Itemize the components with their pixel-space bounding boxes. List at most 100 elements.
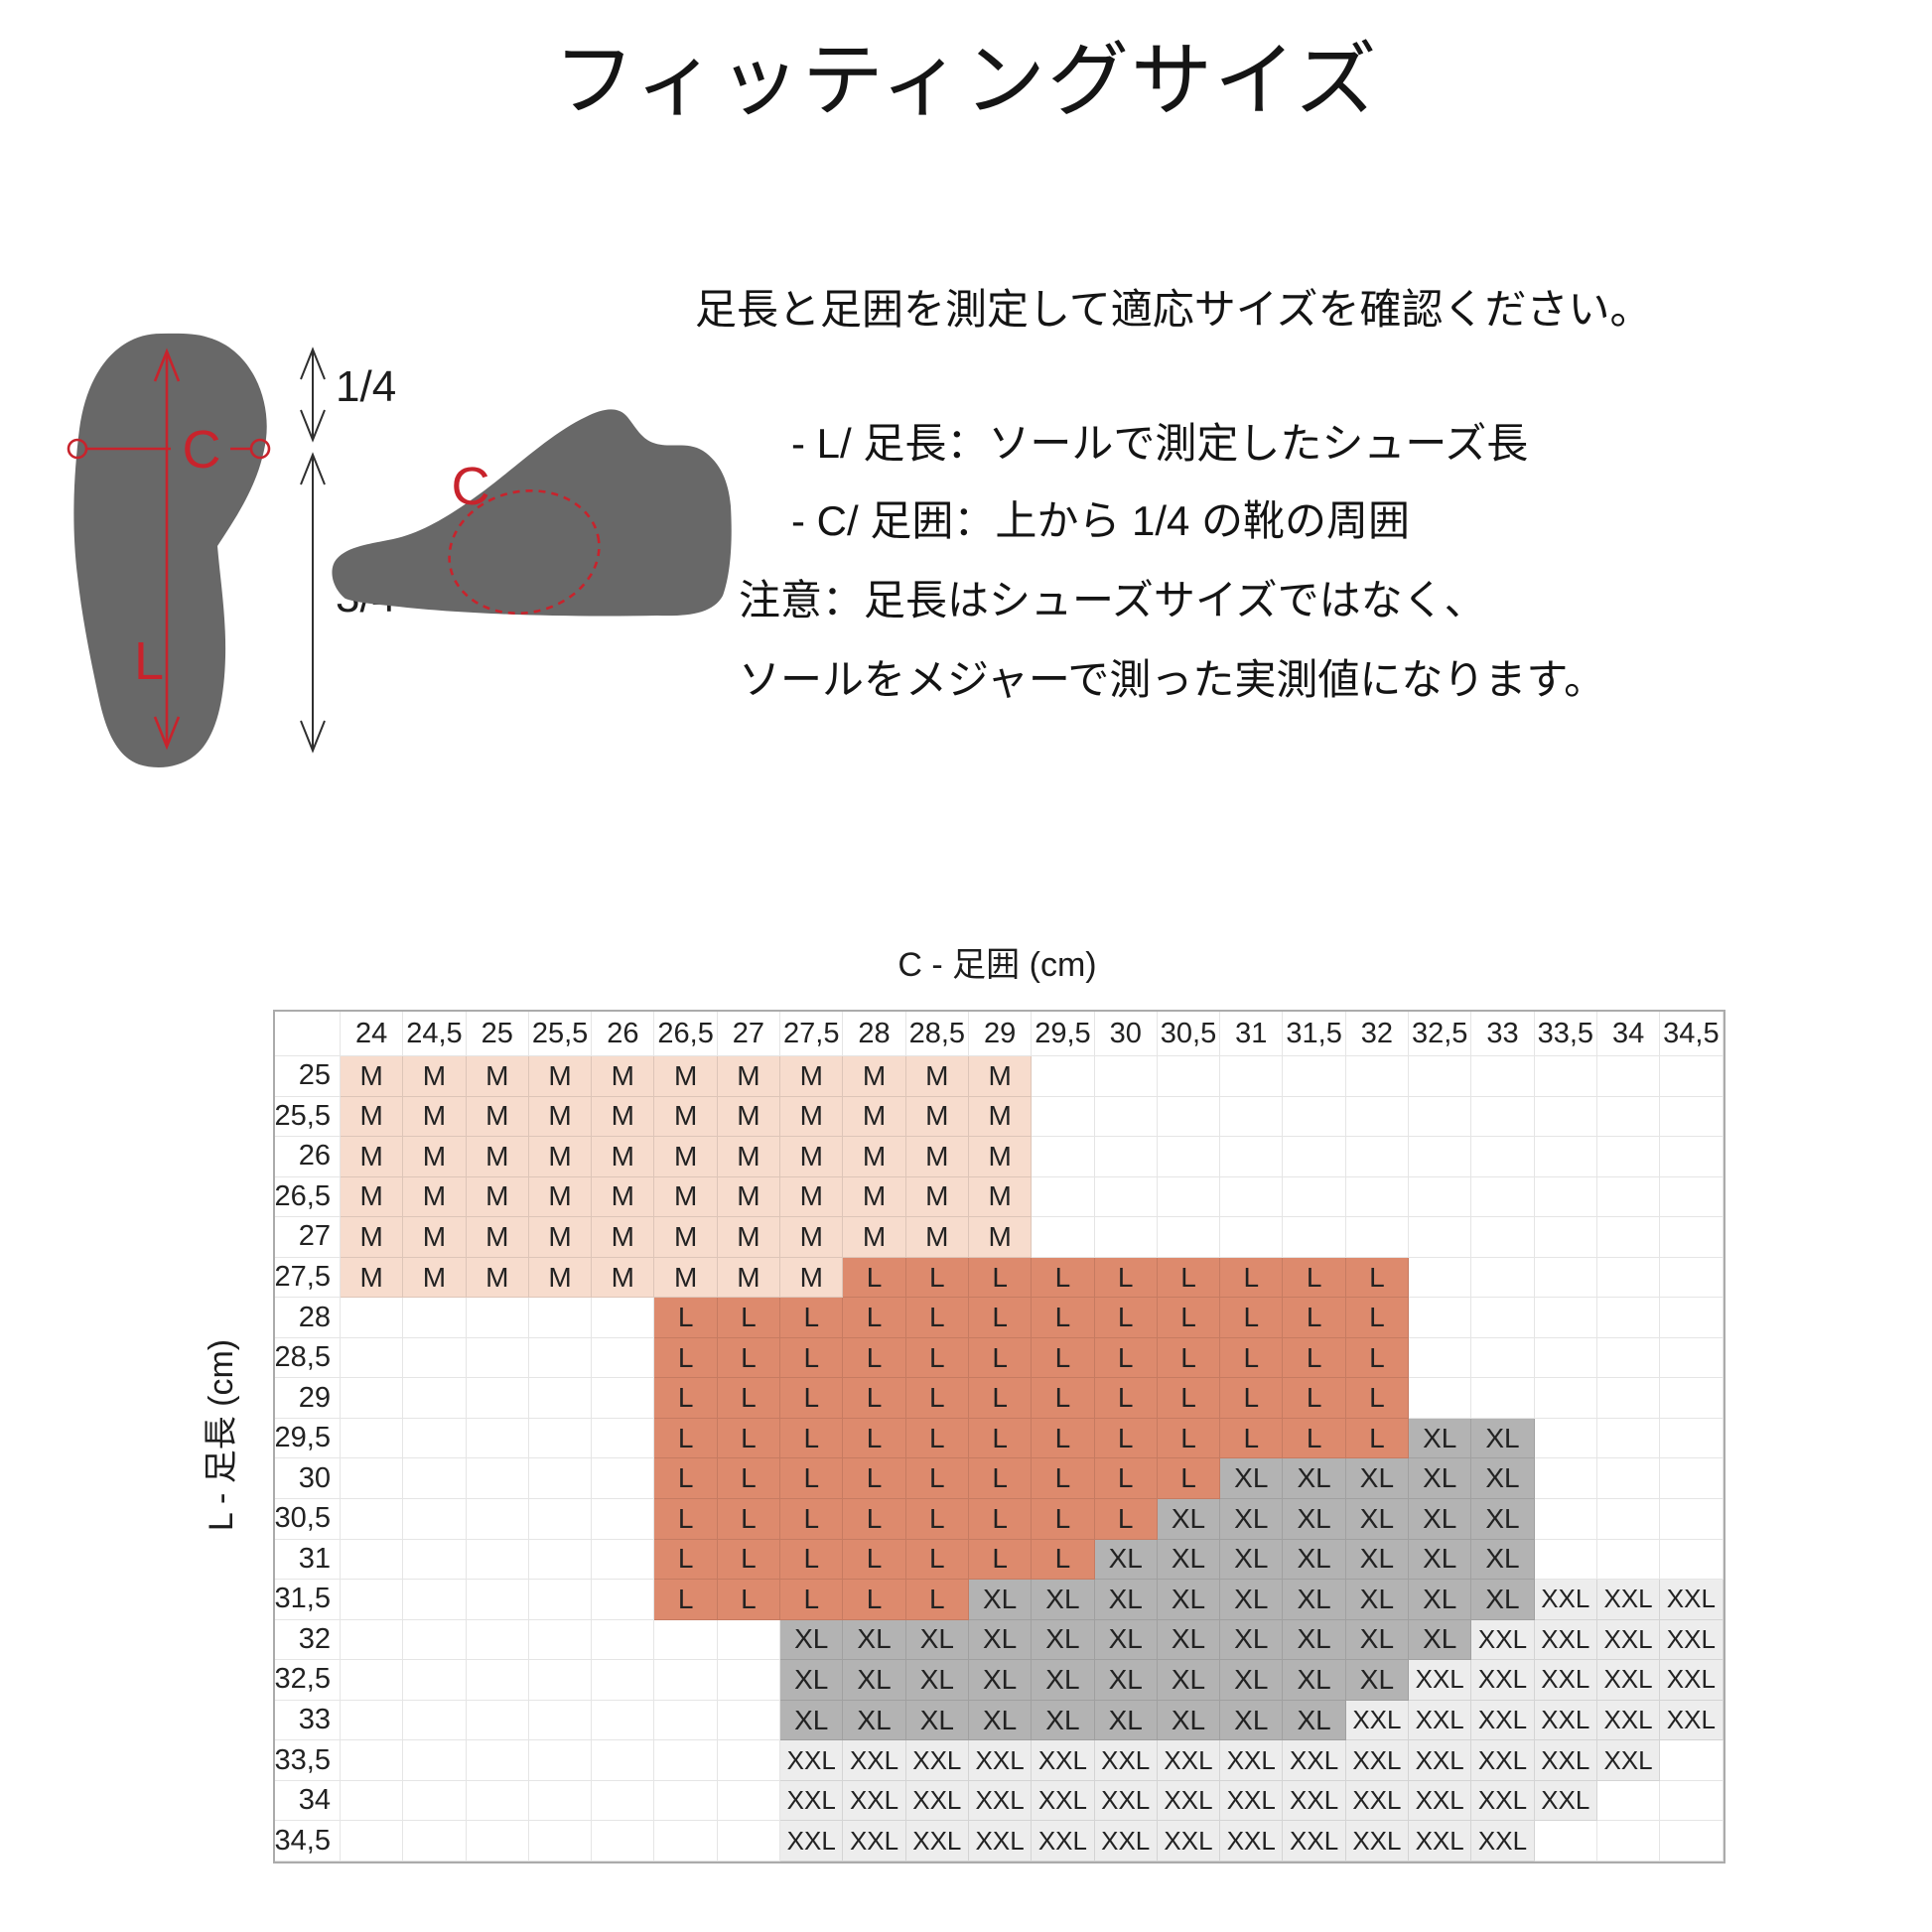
size-cell xyxy=(592,1298,655,1338)
size-cell: M xyxy=(592,1176,655,1218)
size-cell: L xyxy=(843,1539,906,1581)
size-cell: M xyxy=(843,1217,906,1258)
size-cell xyxy=(341,1298,404,1338)
size-cell xyxy=(1471,1096,1535,1138)
col-header: 33 xyxy=(1471,1012,1535,1056)
col-header: 25 xyxy=(466,1012,529,1056)
measurement-diagram: L C 1/4 3/4 C xyxy=(67,333,732,767)
size-cell: XXL xyxy=(1283,1780,1346,1822)
instruction-intro: 足長と足囲を測定して適応サイズを確認ください。 xyxy=(695,286,1652,333)
size-cell: M xyxy=(403,1137,467,1177)
col-header: 25,5 xyxy=(528,1012,593,1056)
size-cell: L xyxy=(905,1418,969,1459)
col-header: 30,5 xyxy=(1157,1012,1221,1056)
size-cell xyxy=(592,1700,655,1741)
col-header: 32 xyxy=(1345,1012,1410,1056)
size-cell: XL xyxy=(1283,1499,1346,1540)
size-cell: M xyxy=(843,1176,906,1218)
size-cell: L xyxy=(843,1499,906,1540)
size-cell xyxy=(1534,1499,1597,1540)
size-cell xyxy=(1032,1176,1095,1218)
instruction-girth: - C/ 足囲：上から 1/4 の靴の周囲 xyxy=(791,497,1411,544)
size-cell: XXL xyxy=(1345,1821,1410,1862)
size-cell: L xyxy=(905,1378,969,1419)
size-cell: M xyxy=(905,1096,969,1138)
size-cell xyxy=(1534,1298,1597,1338)
size-cell: L xyxy=(843,1378,906,1419)
size-cell xyxy=(1534,1257,1597,1299)
size-cell: L xyxy=(843,1337,906,1379)
size-cell: XL xyxy=(1471,1418,1535,1459)
size-cell: L xyxy=(905,1580,969,1620)
size-cell: XL xyxy=(1471,1458,1535,1500)
size-cell: L xyxy=(1157,1458,1221,1500)
column-axis-title: C - 足囲 (cm) xyxy=(897,946,1097,984)
size-cell: L xyxy=(1157,1257,1221,1299)
size-cell: M xyxy=(592,1137,655,1177)
size-cell xyxy=(341,1619,404,1661)
size-cell: M xyxy=(717,1257,781,1299)
size-cell xyxy=(1094,1137,1158,1177)
size-cell xyxy=(717,1740,781,1781)
size-cell: XL xyxy=(1409,1539,1472,1581)
size-cell: XL xyxy=(1157,1660,1221,1701)
size-cell xyxy=(1660,1056,1724,1097)
size-cell xyxy=(654,1740,718,1781)
col-header: 31 xyxy=(1220,1012,1284,1056)
row-header: 30 xyxy=(275,1458,341,1500)
col-header: 26 xyxy=(592,1012,655,1056)
size-cell xyxy=(1660,1257,1724,1299)
size-cell xyxy=(1094,1096,1158,1138)
size-cell xyxy=(1596,1378,1661,1419)
size-cell: XL xyxy=(1157,1539,1221,1581)
size-cell xyxy=(1660,1499,1724,1540)
instruction-length: - L/ 足長：ソールで測定したシューズ長 xyxy=(791,420,1529,467)
size-cell: M xyxy=(780,1056,844,1097)
size-cell: L xyxy=(1283,1378,1346,1419)
size-cell: M xyxy=(968,1056,1033,1097)
size-cell xyxy=(341,1780,404,1822)
size-cell: M xyxy=(592,1056,655,1097)
size-cell: XXL xyxy=(1660,1619,1724,1661)
size-cell xyxy=(466,1619,529,1661)
size-cell: XXL xyxy=(1471,1700,1535,1741)
size-cell xyxy=(1660,1539,1724,1581)
size-cell xyxy=(1471,1298,1535,1338)
size-cell xyxy=(1283,1137,1346,1177)
size-cell xyxy=(1534,1458,1597,1500)
size-cell xyxy=(1596,1096,1661,1138)
size-cell: L xyxy=(968,1257,1033,1299)
size-cell xyxy=(1283,1176,1346,1218)
size-cell xyxy=(341,1700,404,1741)
size-cell: M xyxy=(780,1257,844,1299)
size-cell xyxy=(466,1499,529,1540)
size-cell xyxy=(1660,1821,1724,1862)
size-cell xyxy=(528,1619,593,1661)
size-cell: L xyxy=(1283,1337,1346,1379)
size-cell: L xyxy=(717,1418,781,1459)
size-cell: XXL xyxy=(1345,1700,1410,1741)
size-cell xyxy=(1157,1137,1221,1177)
size-cell xyxy=(1596,1137,1661,1177)
size-cell: M xyxy=(905,1137,969,1177)
size-cell xyxy=(1409,1056,1472,1097)
size-cell: L xyxy=(1345,1378,1410,1419)
size-cell: XL xyxy=(1032,1660,1095,1701)
size-cell xyxy=(1409,1298,1472,1338)
size-cell: L xyxy=(654,1298,718,1338)
size-cell: XXL xyxy=(1534,1700,1597,1741)
size-cell: XL xyxy=(1032,1700,1095,1741)
size-cell: XL xyxy=(1345,1499,1410,1540)
sole-length-label: L xyxy=(134,631,164,691)
size-cell xyxy=(654,1660,718,1701)
size-cell xyxy=(528,1660,593,1701)
size-cell xyxy=(1157,1056,1221,1097)
size-cell: XXL xyxy=(1094,1780,1158,1822)
size-cell: XXL xyxy=(780,1740,844,1781)
size-cell xyxy=(1534,1137,1597,1177)
size-cell: XL xyxy=(1094,1539,1158,1581)
size-cell xyxy=(528,1418,593,1459)
size-cell: XXL xyxy=(1471,1619,1535,1661)
size-cell: XXL xyxy=(1283,1821,1346,1862)
size-cell xyxy=(341,1458,404,1500)
